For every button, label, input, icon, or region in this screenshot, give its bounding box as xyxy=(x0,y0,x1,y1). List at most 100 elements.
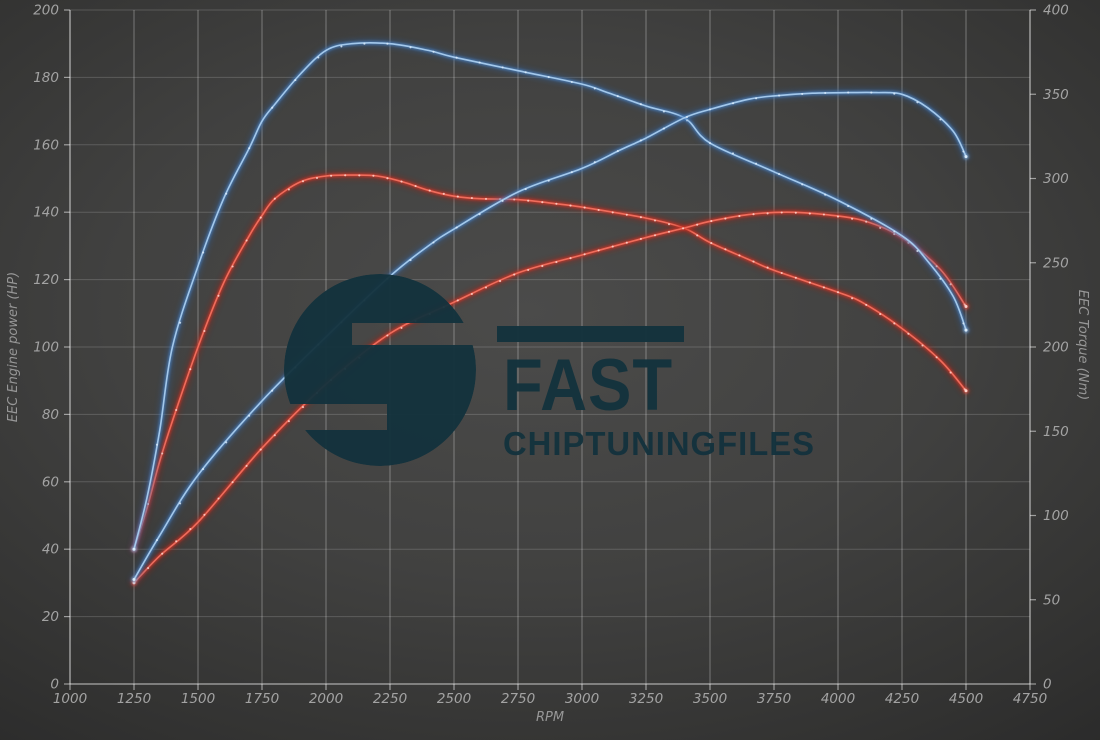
x-tick-label-1500: 1500 xyxy=(181,691,215,707)
data-point-dot xyxy=(259,216,262,219)
data-point-dot xyxy=(710,220,713,223)
data-point-dot xyxy=(442,192,445,195)
data-point-dot xyxy=(724,217,727,220)
data-point-dot xyxy=(907,332,910,335)
data-point-dot xyxy=(893,92,896,95)
data-point-dot xyxy=(847,205,850,208)
y-right-tick-label-250: 250 xyxy=(1043,255,1069,271)
data-point-dot xyxy=(755,162,758,165)
data-point-dot xyxy=(836,215,840,218)
data-point-dot xyxy=(935,356,938,359)
data-point-dot xyxy=(555,202,558,205)
y-left-tick-label-160: 160 xyxy=(33,137,59,153)
logo-top-bar xyxy=(497,326,684,342)
watermark-logo: FAST CHIPTUNINGFILES xyxy=(284,274,814,466)
data-point-dot xyxy=(330,174,333,177)
data-point-dot xyxy=(939,277,942,280)
data-point-dot xyxy=(175,408,178,412)
data-point-dot xyxy=(386,42,389,45)
data-point-dot xyxy=(752,213,755,216)
y-left-tick-label-0: 0 xyxy=(50,677,59,693)
data-point-dot xyxy=(225,441,228,444)
y-left-axis-title: EEC Engine power (HP) xyxy=(6,272,21,422)
data-point-dot xyxy=(161,452,164,455)
data-point-dot xyxy=(547,76,550,79)
data-point-dot xyxy=(478,61,481,64)
data-point-dot xyxy=(301,180,305,183)
data-point-dot xyxy=(662,110,665,113)
data-point-dot xyxy=(203,329,206,333)
data-point-dot xyxy=(248,414,251,417)
data-point-dot xyxy=(916,101,919,104)
y-left-tick-label-200: 200 xyxy=(33,3,59,19)
data-point-dot xyxy=(547,179,550,182)
data-point-dot xyxy=(808,212,811,215)
data-point-dot xyxy=(155,539,159,542)
data-point-dot xyxy=(217,294,220,297)
data-point-dot xyxy=(847,91,850,94)
data-point-dot xyxy=(499,280,502,283)
data-point-dot xyxy=(409,46,412,49)
data-point-dot xyxy=(484,197,488,200)
data-point-dot xyxy=(245,464,248,467)
data-point-dot xyxy=(780,271,783,275)
x-axis-title: RPM xyxy=(536,710,564,725)
data-point-dot xyxy=(625,213,628,216)
data-point-dot xyxy=(708,108,712,111)
data-point-dot xyxy=(414,185,417,188)
curve-core xyxy=(133,42,967,550)
data-point-dot xyxy=(851,297,854,300)
data-point-dot xyxy=(808,281,811,284)
data-point-dot xyxy=(501,199,504,202)
axis-titles: EEC Engine power (HP) EEC Torque (Nm) RP… xyxy=(6,272,1090,725)
data-point-dot xyxy=(731,152,735,155)
data-point-dot xyxy=(569,204,572,207)
data-point-dot xyxy=(273,197,276,200)
data-point-dot xyxy=(616,150,619,153)
y-left-tick-label-60: 60 xyxy=(42,474,59,490)
data-point-dot xyxy=(231,481,234,484)
data-point-dot xyxy=(315,176,319,180)
data-point-dot xyxy=(155,443,159,446)
x-tick-label-2750: 2750 xyxy=(501,691,535,707)
data-point-dot xyxy=(824,91,827,95)
data-point-dot xyxy=(962,322,965,325)
data-point-dot xyxy=(569,257,572,260)
y-right-tick-label-50: 50 xyxy=(1043,592,1060,608)
data-point-dot xyxy=(738,215,741,218)
data-point-dot xyxy=(893,322,896,325)
data-point-dot xyxy=(778,173,781,176)
data-point-dot xyxy=(708,142,712,145)
data-point-dot xyxy=(432,241,435,244)
data-point-dot xyxy=(667,223,671,226)
data-point-dot xyxy=(524,71,527,74)
data-point-dot xyxy=(217,497,220,500)
y-right-tick-label-350: 350 xyxy=(1043,87,1069,103)
y-left-tick-label-40: 40 xyxy=(42,542,59,558)
y-right-tick-label-100: 100 xyxy=(1043,508,1069,524)
data-point-dot xyxy=(611,211,614,214)
data-point-dot xyxy=(696,223,699,226)
data-point-dot xyxy=(597,249,600,252)
endpoint-dot xyxy=(964,305,968,309)
x-tick-label-4500: 4500 xyxy=(949,691,983,707)
y-left-tick-label-20: 20 xyxy=(42,609,59,625)
data-point-dot xyxy=(639,139,642,142)
data-point-dot xyxy=(597,208,600,212)
data-point-dot xyxy=(541,201,544,204)
data-point-dot xyxy=(455,56,458,59)
data-point-dot xyxy=(273,434,276,437)
data-point-dot xyxy=(949,371,952,374)
data-point-dot xyxy=(248,147,251,150)
data-point-dot xyxy=(710,242,713,245)
data-point-dot xyxy=(179,502,182,505)
x-tick-label-3500: 3500 xyxy=(693,691,727,707)
y-left-tick-label-100: 100 xyxy=(33,340,59,356)
data-point-dot xyxy=(271,389,274,392)
data-point-dot xyxy=(639,216,642,219)
data-point-dot xyxy=(766,266,769,269)
data-point-dot xyxy=(752,260,755,263)
data-point-dot xyxy=(824,193,827,196)
data-point-dot xyxy=(524,188,527,191)
